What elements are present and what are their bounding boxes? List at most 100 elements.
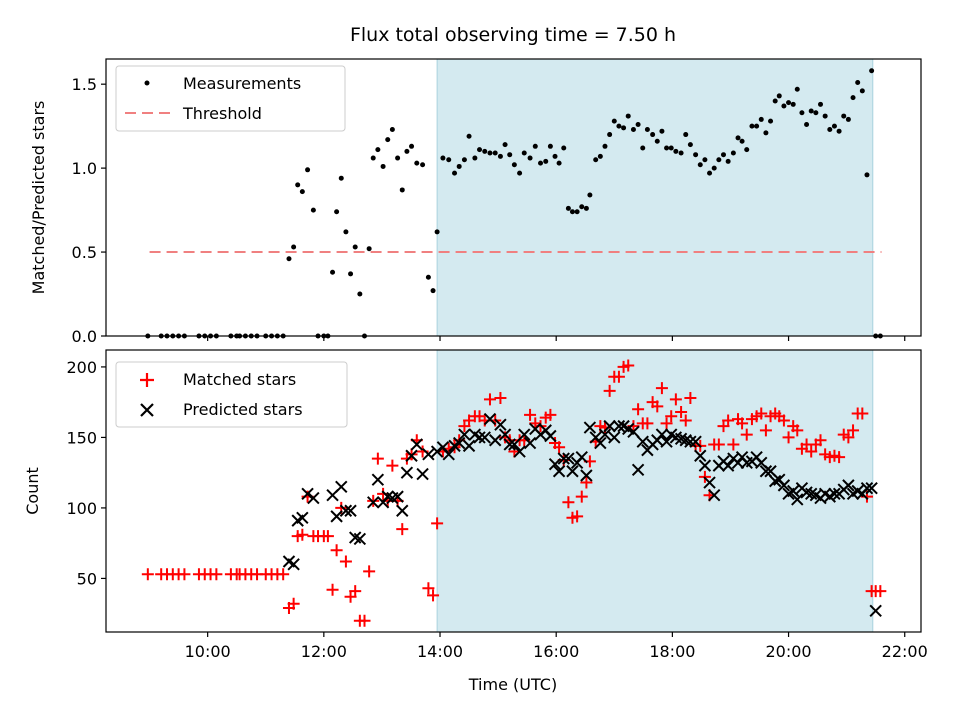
point-predicted-stars <box>513 445 526 458</box>
point-measurements <box>547 143 553 149</box>
point-measurements <box>758 116 764 122</box>
point-measurements <box>385 137 391 143</box>
point-predicted-stars <box>462 439 476 453</box>
point-predicted-stars <box>483 412 497 426</box>
point-measurements <box>286 256 292 262</box>
point-matched-stars <box>603 384 616 397</box>
point-predicted-stars <box>865 481 878 495</box>
point-measurements <box>772 98 778 104</box>
point-measurements <box>434 229 440 235</box>
point-measurements <box>425 274 431 280</box>
point-predicted-stars <box>287 558 300 571</box>
point-predicted-stars <box>488 434 502 447</box>
point-predicted-stars <box>410 438 423 451</box>
point-predicted-stars <box>503 438 516 451</box>
point-measurements <box>693 152 699 158</box>
point-measurements <box>855 80 861 86</box>
point-measurements <box>818 101 824 107</box>
point-measurements <box>511 162 517 168</box>
point-predicted-stars <box>566 465 579 478</box>
point-measurements <box>565 205 571 211</box>
point-predicted-stars <box>791 493 804 506</box>
point-predicted-stars <box>339 504 353 517</box>
point-measurements <box>611 118 617 124</box>
point-matched-stars <box>529 417 542 430</box>
point-predicted-stars <box>660 435 673 448</box>
point-measurements <box>295 182 301 188</box>
point-measurements <box>348 271 354 277</box>
point-measurements <box>430 288 436 294</box>
point-predicted-stars <box>405 449 418 462</box>
point-predicted-stars <box>498 428 512 441</box>
point-matched-stars <box>740 428 753 441</box>
point-measurements <box>543 158 549 164</box>
point-matched-stars <box>874 585 887 598</box>
point-measurements <box>375 147 381 153</box>
point-measurements <box>607 132 613 138</box>
point-measurements <box>404 148 410 154</box>
x-tick-label: 10:00 <box>185 642 231 661</box>
point-measurements <box>597 153 603 159</box>
point-matched-stars <box>580 476 593 489</box>
point-predicted-stars <box>523 436 537 450</box>
point-predicted-stars <box>452 436 466 450</box>
panel-ratio: 0.0 0.5 1.0 1.5 Matched/Predicted stars Mea… <box>29 58 922 346</box>
point-predicted-stars <box>612 419 626 433</box>
point-measurements <box>357 291 363 297</box>
point-matched-stars <box>544 408 557 421</box>
point-predicted-stars <box>548 458 562 471</box>
point-measurements <box>836 128 842 134</box>
point-measurements <box>602 143 608 149</box>
point-matched-stars <box>847 424 860 437</box>
point-predicted-stars <box>860 481 874 495</box>
point-measurements <box>850 95 856 101</box>
point-matched-stars <box>684 391 697 404</box>
y-tick-label: 1.5 <box>72 75 97 94</box>
point-predicted-stars <box>598 428 612 441</box>
point-measurements <box>687 142 693 148</box>
panel-count-y-ticks: 50 100 150 200 <box>66 358 106 588</box>
point-matched-stars <box>655 382 668 395</box>
point-measurements <box>790 101 796 107</box>
point-measurements <box>532 143 538 149</box>
point-measurements <box>305 167 311 173</box>
point-matched-stars <box>805 445 818 458</box>
point-matched-stars <box>571 510 584 523</box>
point-predicted-stars <box>689 435 702 448</box>
point-measurements <box>502 142 508 148</box>
point-matched-stars <box>330 544 343 557</box>
point-measurements <box>507 152 513 158</box>
point-predicted-stars <box>442 448 455 461</box>
panel-ratio-y-axis-label: Matched/Predicted stars <box>29 101 48 295</box>
x-axis-label: Time (UTC) <box>468 675 557 694</box>
legend-label-threshold: Threshold <box>182 104 262 123</box>
point-predicted-stars <box>575 450 588 464</box>
x-tick-label: 12:00 <box>301 642 347 661</box>
panel-count: 50 100 150 200 10:00 12:00 14:00 16:00 18:00 20:… <box>23 349 928 661</box>
point-measurements <box>352 244 358 250</box>
point-measurements <box>781 103 787 109</box>
point-measurements <box>492 150 498 156</box>
point-matched-stars <box>178 568 191 581</box>
point-matched-stars <box>339 555 352 568</box>
point-measurements <box>380 163 386 169</box>
point-predicted-stars <box>544 429 557 443</box>
point-matched-stars <box>833 451 846 464</box>
point-matched-stars <box>287 597 300 610</box>
point-predicted-stars <box>828 487 841 501</box>
point-matched-stars <box>141 568 154 581</box>
point-predicted-stars <box>694 449 707 462</box>
legend-frame <box>115 361 348 428</box>
point-measurements <box>593 157 599 163</box>
point-measurements <box>664 145 670 151</box>
point-measurements <box>587 192 593 198</box>
point-measurements <box>716 157 722 163</box>
point-measurements <box>786 100 792 106</box>
point-measurements <box>725 158 731 164</box>
point-matched-stars <box>759 424 772 437</box>
point-matched-stars <box>627 420 640 433</box>
point-measurements <box>456 163 462 169</box>
panel-count-legend: Matched stars Predicted stars <box>115 361 348 428</box>
point-predicted-stars <box>391 490 404 503</box>
